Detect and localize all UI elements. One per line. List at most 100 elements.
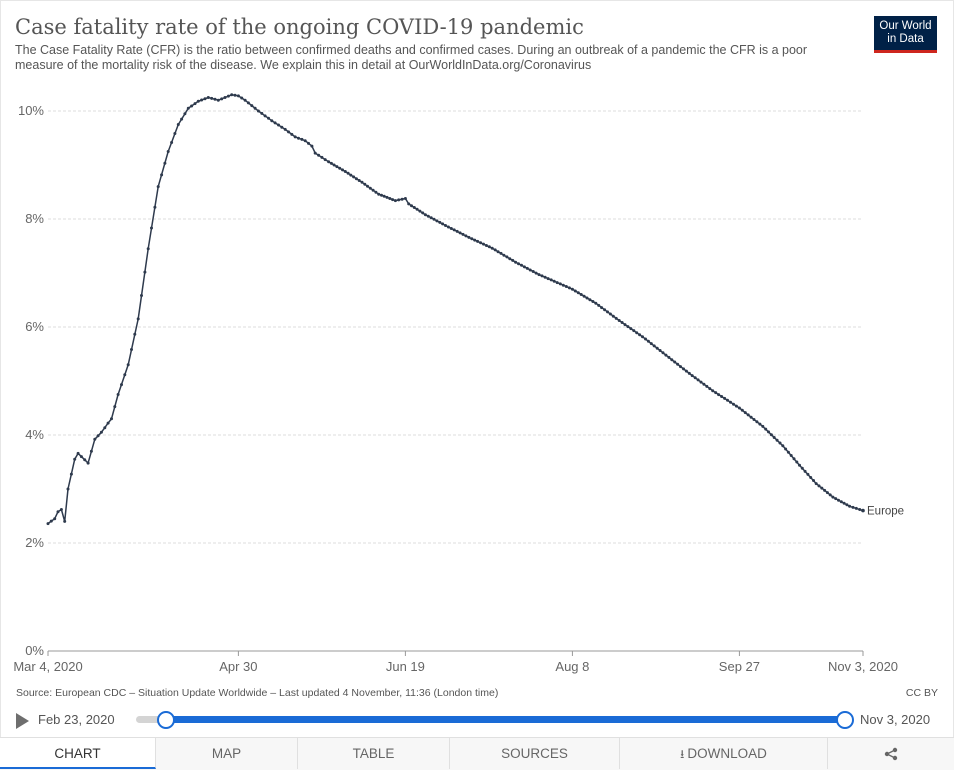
data-point	[549, 278, 553, 282]
data-point	[444, 224, 447, 227]
tab-sources[interactable]: SOURCES	[450, 738, 620, 769]
data-point	[658, 349, 662, 352]
data-point	[236, 94, 240, 98]
data-point	[69, 472, 73, 476]
data-point	[682, 367, 685, 371]
license-label[interactable]: CC BY	[905, 687, 938, 699]
tab-map[interactable]: MAP	[156, 738, 298, 769]
data-point	[842, 501, 846, 505]
data-point	[723, 396, 727, 400]
x-tick-label: Apr 30	[219, 659, 257, 674]
tab-download[interactable]: ⭳ DOWNLOAD	[620, 738, 828, 769]
data-point	[761, 424, 765, 428]
data-point	[749, 415, 753, 419]
data-point	[449, 227, 453, 230]
data-point	[496, 250, 500, 254]
data-point	[441, 222, 445, 226]
data-point	[352, 175, 356, 179]
data-point	[638, 333, 642, 337]
series-label-europe: Europe	[867, 506, 904, 518]
data-point	[56, 510, 60, 514]
data-point	[522, 265, 526, 269]
owid-logo[interactable]: Our World in Data	[874, 16, 937, 53]
logo-line-1: Our World	[879, 20, 932, 32]
data-point	[487, 245, 491, 249]
tab-chart[interactable]: CHART	[0, 738, 156, 769]
data-point	[534, 271, 538, 275]
download-icon: ⭳	[680, 747, 685, 761]
data-point	[795, 460, 799, 464]
data-point	[834, 497, 838, 501]
chart-title: Case fatality rate of the ongoing COVID-…	[15, 15, 584, 39]
tab-table[interactable]: TABLE	[298, 738, 450, 769]
data-point	[213, 97, 217, 101]
data-point	[341, 168, 344, 172]
data-point	[46, 522, 50, 526]
data-point	[206, 96, 210, 99]
data-point	[374, 190, 378, 194]
data-point	[260, 111, 264, 115]
data-point	[173, 132, 177, 135]
data-point	[517, 262, 520, 266]
tab-share[interactable]	[828, 738, 954, 769]
x-tick-label: Mar 4, 2020	[13, 659, 82, 674]
data-point	[789, 454, 793, 457]
data-point	[63, 519, 67, 523]
data-point	[76, 451, 80, 455]
data-point	[461, 232, 465, 236]
data-point	[250, 104, 254, 108]
data-point	[126, 363, 130, 367]
data-point	[150, 226, 153, 230]
data-point	[368, 186, 372, 190]
data-point	[508, 257, 512, 261]
data-point	[620, 321, 624, 324]
data-point	[263, 114, 267, 118]
data-point	[423, 213, 427, 217]
data-point	[708, 387, 712, 391]
line-chart: 0% 2% 4% 6% 8% 10% Mar 4, 2020 Apr 30 Jun 19 Aug …	[13, 93, 904, 674]
data-point	[786, 450, 790, 454]
data-point	[363, 182, 367, 186]
data-point	[73, 457, 77, 461]
data-point	[635, 331, 639, 335]
share-icon	[884, 748, 898, 761]
data-point	[655, 346, 659, 350]
data-point	[380, 193, 383, 197]
data-point	[240, 96, 244, 100]
data-point	[116, 393, 120, 396]
data-point	[190, 104, 194, 108]
x-tick-label: Sep 27	[719, 659, 760, 674]
data-point	[670, 358, 674, 362]
data-point	[103, 426, 107, 430]
data-point	[412, 206, 416, 209]
data-point	[555, 281, 559, 285]
data-point	[473, 238, 477, 242]
data-point	[366, 184, 369, 188]
data-point	[166, 150, 170, 153]
play-icon[interactable]	[16, 713, 29, 729]
data-point	[130, 348, 133, 351]
data-point	[684, 369, 688, 373]
data-point	[382, 194, 386, 198]
data-point	[858, 508, 862, 511]
timeline-start-handle[interactable]	[157, 711, 175, 729]
data-point	[676, 362, 680, 366]
data-point	[579, 293, 583, 296]
data-point	[729, 400, 732, 404]
data-point	[96, 434, 100, 438]
data-point	[537, 273, 541, 277]
data-point	[851, 505, 855, 509]
data-point	[327, 160, 331, 164]
data-point	[458, 231, 462, 235]
data-point	[726, 398, 729, 402]
tab-download-label: DOWNLOAD	[687, 746, 767, 761]
data-point	[303, 139, 307, 143]
data-point	[223, 96, 227, 99]
data-point	[558, 282, 562, 286]
data-point	[743, 411, 747, 415]
data-point	[163, 161, 167, 165]
timeline-end-handle[interactable]	[836, 711, 854, 729]
data-point	[297, 136, 300, 140]
data-point	[520, 263, 523, 267]
data-point	[476, 239, 480, 243]
